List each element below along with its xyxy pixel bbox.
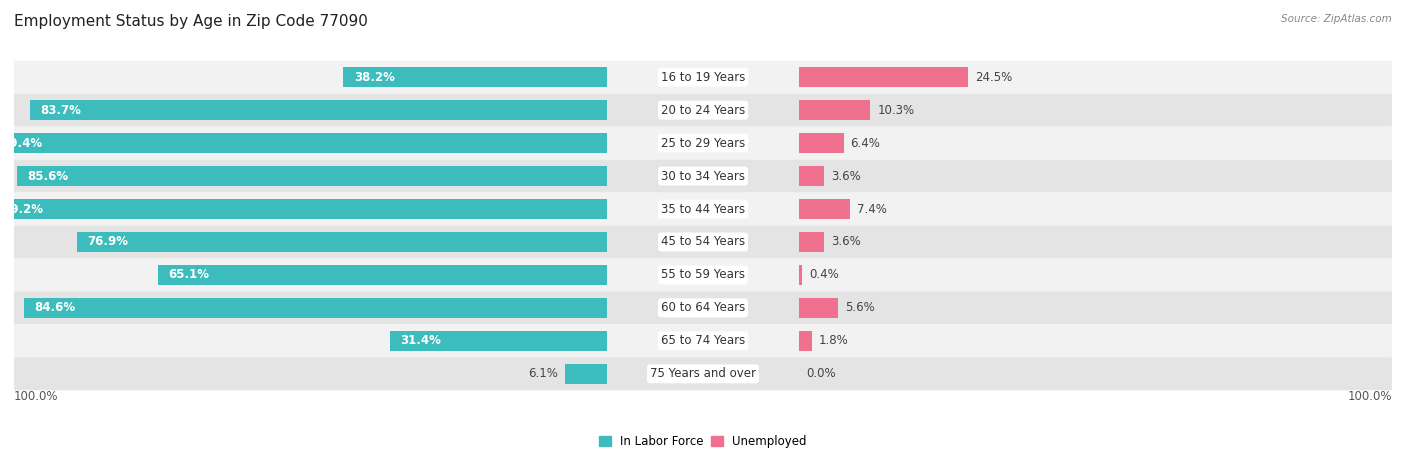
Text: Employment Status by Age in Zip Code 77090: Employment Status by Age in Zip Code 770… [14,14,368,28]
Text: 7.4%: 7.4% [858,202,887,216]
FancyBboxPatch shape [14,291,1392,324]
Text: 85.6%: 85.6% [27,170,69,183]
Bar [0,133,606,153]
Text: 16 to 19 Years: 16 to 19 Years [661,71,745,84]
Text: 100.0%: 100.0% [1347,391,1392,403]
Text: 75 Years and over: 75 Years and over [650,367,756,380]
Legend: In Labor Force, Unemployed: In Labor Force, Unemployed [595,430,811,451]
Bar [800,133,844,153]
Text: 89.4%: 89.4% [1,137,42,150]
Bar [157,265,606,285]
Bar [800,67,969,87]
FancyBboxPatch shape [14,61,1392,94]
Text: 45 to 54 Years: 45 to 54 Years [661,235,745,249]
Text: 6.1%: 6.1% [527,367,558,380]
Text: 84.6%: 84.6% [34,301,75,314]
Bar [800,298,838,318]
Bar [800,166,824,186]
Text: 35 to 44 Years: 35 to 44 Years [661,202,745,216]
FancyBboxPatch shape [14,258,1392,291]
Bar [800,331,811,351]
Text: 30 to 34 Years: 30 to 34 Years [661,170,745,183]
Bar [391,331,606,351]
Text: 83.7%: 83.7% [41,104,82,117]
Text: 25 to 29 Years: 25 to 29 Years [661,137,745,150]
Bar [0,199,606,219]
Text: 65 to 74 Years: 65 to 74 Years [661,334,745,347]
Text: 100.0%: 100.0% [14,391,59,403]
Text: 0.4%: 0.4% [808,268,839,281]
FancyBboxPatch shape [14,226,1392,258]
Text: 20 to 24 Years: 20 to 24 Years [661,104,745,117]
FancyBboxPatch shape [14,357,1392,390]
Text: 0.0%: 0.0% [807,367,837,380]
Text: 5.6%: 5.6% [845,301,875,314]
Text: 60 to 64 Years: 60 to 64 Years [661,301,745,314]
Text: 24.5%: 24.5% [976,71,1012,84]
Text: Source: ZipAtlas.com: Source: ZipAtlas.com [1281,14,1392,23]
FancyBboxPatch shape [14,94,1392,127]
Text: 1.8%: 1.8% [818,334,848,347]
Text: 6.4%: 6.4% [851,137,880,150]
Text: 89.2%: 89.2% [3,202,44,216]
Bar [24,298,606,318]
Bar [30,100,606,120]
Text: 31.4%: 31.4% [401,334,441,347]
FancyBboxPatch shape [14,193,1392,226]
Text: 55 to 59 Years: 55 to 59 Years [661,268,745,281]
Text: 65.1%: 65.1% [169,268,209,281]
Bar [800,232,824,252]
Bar [800,199,851,219]
Text: 3.6%: 3.6% [831,235,860,249]
Text: 10.3%: 10.3% [877,104,914,117]
Bar [77,232,606,252]
Text: 38.2%: 38.2% [354,71,395,84]
Bar [343,67,606,87]
Bar [800,265,803,285]
FancyBboxPatch shape [14,160,1392,193]
Text: 76.9%: 76.9% [87,235,128,249]
Bar [17,166,606,186]
FancyBboxPatch shape [14,127,1392,160]
Text: 3.6%: 3.6% [831,170,860,183]
FancyBboxPatch shape [14,324,1392,357]
Bar [800,100,870,120]
Bar [565,364,606,384]
